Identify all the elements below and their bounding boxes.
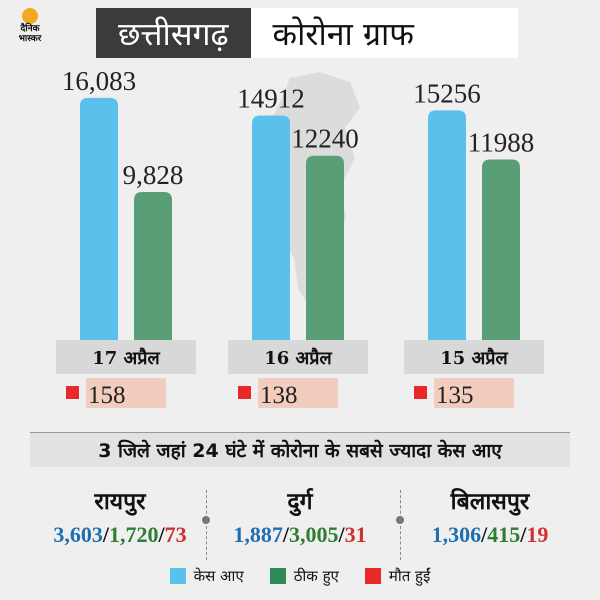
district-cases: 1,306 [431,522,482,547]
legend: केस आए ठीक हुए मौत हुईं [0,566,600,586]
legend-swatch [269,568,286,584]
district-stats: 1,306/415/19 [431,522,549,547]
bar-recovered [482,159,520,340]
topic-title: कोरोना ग्राफ [250,8,518,58]
district-stats: 3,603/1,720/73 [53,522,187,547]
bar-cases [428,110,466,340]
divider-dot [202,516,210,524]
deaths-value: 135 [436,382,474,409]
district-cases: 1,887 [233,522,283,547]
district-deaths: 73 [164,522,187,547]
state-title: छत्तीसगढ़ [96,8,251,58]
district-cases: 3,603 [53,522,103,547]
data-label-cases: 15256 [413,78,481,108]
divider [400,490,401,560]
bar-recovered [134,192,172,340]
bar-chart: 16,083 9,828 17 अप्रैल 158 14912 12240 16 अप्र… [56,66,544,409]
deaths-badge-bg [258,378,338,408]
legend-item-deaths: मौत हुईं [364,566,431,586]
deaths-marker [66,386,79,399]
data-label-cases: 16,083 [62,66,136,96]
data-label-recovered: 12240 [291,124,359,154]
legend-label: मौत हुईं [388,567,431,585]
district-raipur: रायपुर 3,603/1,720/73 [30,484,210,548]
district-name: बिलासपुर [450,489,530,515]
legend-swatch [364,568,381,584]
deaths-marker [238,386,251,399]
date-label-box [56,340,196,374]
legend-item-cases: केस आए [169,566,244,586]
district-bilaspur: बिलासपुर 1,306/415/19 [400,484,580,548]
section-title: 3 जिले जहां 24 घंटे में कोरोना के सबसे ज… [30,432,570,467]
data-label-recovered: 9,828 [123,160,184,190]
deaths-marker [414,386,427,399]
bar-cases [80,97,118,340]
brand-logo: दैनिक भास्कर [8,8,52,52]
bar-cases [252,115,290,340]
date-label-box [228,340,368,374]
district-name: रायपुर [94,489,146,515]
district-deaths: 31 [344,522,367,547]
category-label: 15 अप्रैल [440,347,508,369]
divider [206,490,207,560]
data-label-cases: 14912 [237,84,305,114]
sun-icon [22,8,38,24]
category-label: 17 अप्रैल [92,347,160,369]
header-banner: छत्तीसगढ़ कोरोना ग्राफ [96,8,518,58]
deaths-value: 138 [260,382,298,409]
district-durg: दुर्ग 1,887/3,005/31 [210,484,390,548]
district-recovered: 415 [487,522,521,547]
data-label-recovered: 11988 [468,128,535,158]
legend-swatch [169,568,186,584]
legend-item-recovered: ठीक हुए [269,566,339,586]
district-recovered: 3,005 [289,522,339,547]
logo-text: दैनिक भास्कर [18,24,42,44]
deaths-value: 158 [88,382,126,409]
deaths-badge-bg [434,378,514,408]
legend-label: ठीक हुए [293,567,339,585]
category-label: 16 अप्रैल [264,347,332,369]
district-recovered: 1,720 [109,522,159,547]
deaths-badge-bg [86,378,166,408]
district-deaths: 19 [526,522,549,547]
bar-recovered [306,155,344,340]
district-stats: 1,887/3,005/31 [233,522,367,547]
legend-label: केस आए [193,567,244,585]
divider-dot [396,516,404,524]
district-name: दुर्ग [287,489,313,515]
date-label-box [404,340,544,374]
